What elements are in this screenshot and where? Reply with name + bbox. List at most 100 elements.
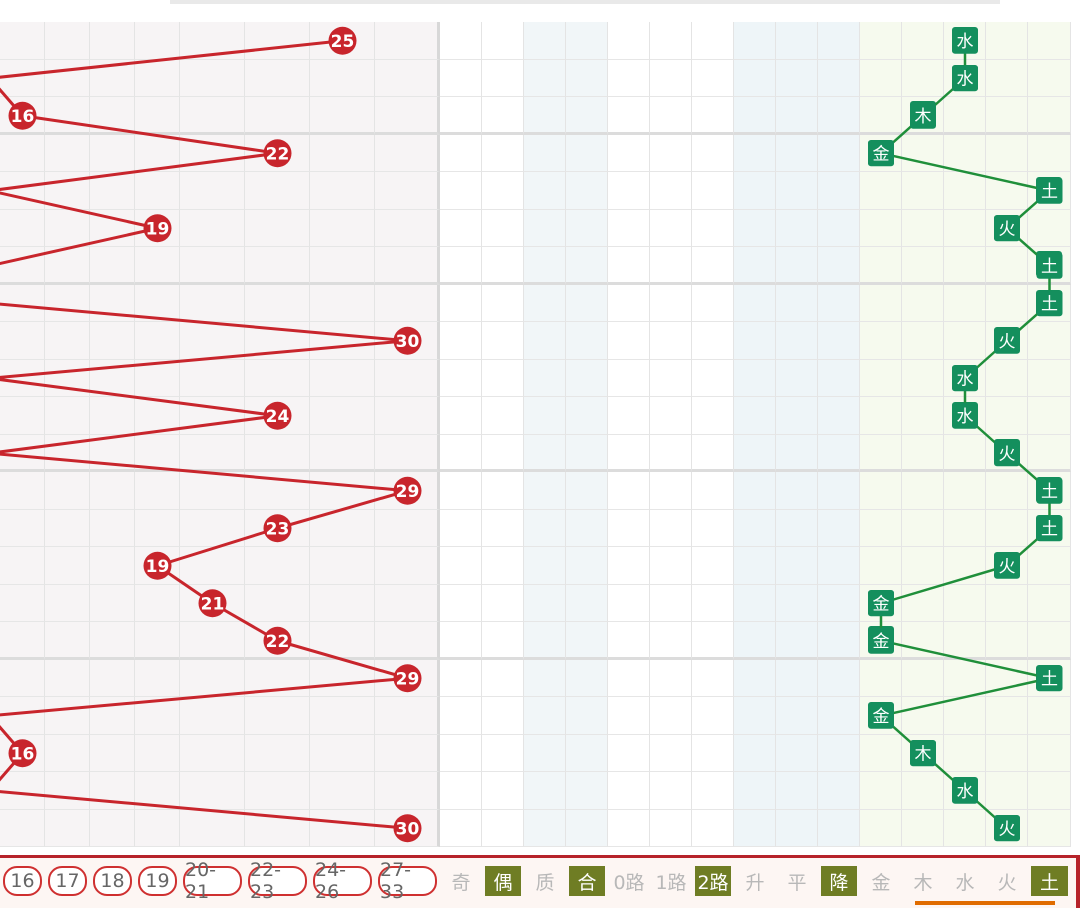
filter-toggle-9[interactable]: 偶	[485, 866, 521, 896]
filter-toggle-0[interactable]: 16	[3, 866, 42, 896]
attr-cell	[692, 359, 734, 397]
attr-cell	[482, 134, 524, 172]
attr-cell	[524, 172, 566, 210]
digit-cell	[45, 697, 90, 735]
digit-cell	[375, 772, 440, 810]
element-cell	[1028, 584, 1071, 622]
filter-toggle-3[interactable]: 19	[138, 866, 177, 896]
digit-cell	[375, 359, 440, 397]
element-cell	[902, 434, 944, 472]
attr-cell	[650, 247, 692, 285]
digit-cell	[135, 209, 180, 247]
filter-toggle-16[interactable]: 平	[787, 871, 807, 894]
element-cell	[1028, 622, 1071, 660]
filter-toggle-13[interactable]: 1路	[655, 871, 687, 894]
element-cell	[1028, 209, 1071, 247]
digit-cell	[0, 97, 45, 135]
element-cell	[1028, 397, 1071, 435]
element-cell	[1028, 547, 1071, 585]
element-badge	[1036, 177, 1062, 204]
digit-cell	[180, 734, 245, 772]
attr-cell	[650, 97, 692, 135]
filter-toggle-18[interactable]: 金	[871, 871, 891, 894]
filter-toggle-12[interactable]: 0路	[613, 871, 645, 894]
digit-cell	[90, 247, 135, 285]
digit-cell	[310, 97, 375, 135]
filter-toggle-15[interactable]: 升	[745, 871, 765, 894]
filter-toggle-5[interactable]: 22-23	[248, 859, 307, 903]
attr-cell	[692, 247, 734, 285]
attr-cell	[776, 734, 818, 772]
filter-toggle-17[interactable]: 降	[821, 866, 857, 896]
attr-cell	[776, 322, 818, 360]
element-cell	[902, 472, 944, 510]
attr-cell	[608, 209, 650, 247]
digit-cell	[45, 59, 90, 97]
filter-toggle-10[interactable]: 质	[535, 871, 555, 894]
attr-cell	[440, 734, 482, 772]
digit-cell	[45, 22, 90, 60]
element-cell	[902, 772, 944, 810]
element-cell	[944, 434, 986, 472]
filter-toggle-14[interactable]: 2路	[695, 866, 731, 896]
top-edge-strip	[170, 0, 1000, 4]
element-cell	[986, 134, 1028, 172]
attr-cell	[440, 134, 482, 172]
attr-cell	[692, 97, 734, 135]
digit-cell	[375, 97, 440, 135]
filter-toggle-20[interactable]: 水	[955, 871, 975, 894]
attr-cell	[776, 172, 818, 210]
element-cell	[902, 209, 944, 247]
filter-toggle-6[interactable]: 24-26	[313, 859, 372, 903]
digit-cell	[245, 809, 310, 847]
digit-cell	[135, 659, 180, 697]
element-cell	[860, 359, 902, 397]
element-cell	[902, 809, 944, 847]
digit-cell	[245, 172, 310, 210]
digit-cell	[180, 247, 245, 285]
attr-cell	[566, 59, 608, 97]
filter-toggle-2[interactable]: 18	[93, 866, 132, 896]
filter-toggle-11[interactable]: 合	[569, 866, 605, 896]
attr-cell	[608, 97, 650, 135]
filter-toggle-7[interactable]: 27-33	[378, 859, 437, 903]
filter-toggle-19[interactable]: 木	[913, 871, 933, 894]
element-cell	[1028, 97, 1071, 135]
filter-toggle-8[interactable]: 奇	[451, 871, 471, 894]
attr-cell	[482, 697, 524, 735]
element-cell	[1028, 434, 1071, 472]
attr-cell	[524, 134, 566, 172]
digit-cell	[180, 359, 245, 397]
element-badge	[909, 101, 936, 128]
attr-cell	[566, 134, 608, 172]
digit-cell	[245, 772, 310, 810]
filter-toggle-22[interactable]: 土	[1031, 866, 1068, 896]
attr-cell	[524, 209, 566, 247]
filter-toggle-4[interactable]: 20-21	[183, 859, 242, 903]
element-cell	[860, 172, 902, 210]
digit-cell	[375, 397, 440, 435]
attr-cell	[818, 172, 860, 210]
digit-cell	[135, 59, 180, 97]
attr-cell	[440, 284, 482, 322]
attr-cell	[566, 697, 608, 735]
element-cell	[944, 134, 986, 172]
digit-cell	[90, 134, 135, 172]
attr-cell	[566, 659, 608, 697]
element-cell	[860, 59, 902, 97]
filter-toggle-1[interactable]: 17	[48, 866, 87, 896]
element-cell	[944, 284, 986, 322]
filter-toggle-21[interactable]: 火	[997, 871, 1017, 894]
digit-cell	[375, 509, 440, 547]
digit-cell	[90, 697, 135, 735]
trend-grid	[0, 22, 1071, 847]
bottom-orange-bar	[915, 901, 1055, 905]
attr-cell	[440, 434, 482, 472]
attr-cell	[818, 434, 860, 472]
digit-cell	[135, 172, 180, 210]
digit-cell	[245, 697, 310, 735]
element-badge	[951, 402, 978, 429]
attr-cell	[692, 659, 734, 697]
digit-cell	[45, 284, 90, 322]
attr-cell	[608, 397, 650, 435]
